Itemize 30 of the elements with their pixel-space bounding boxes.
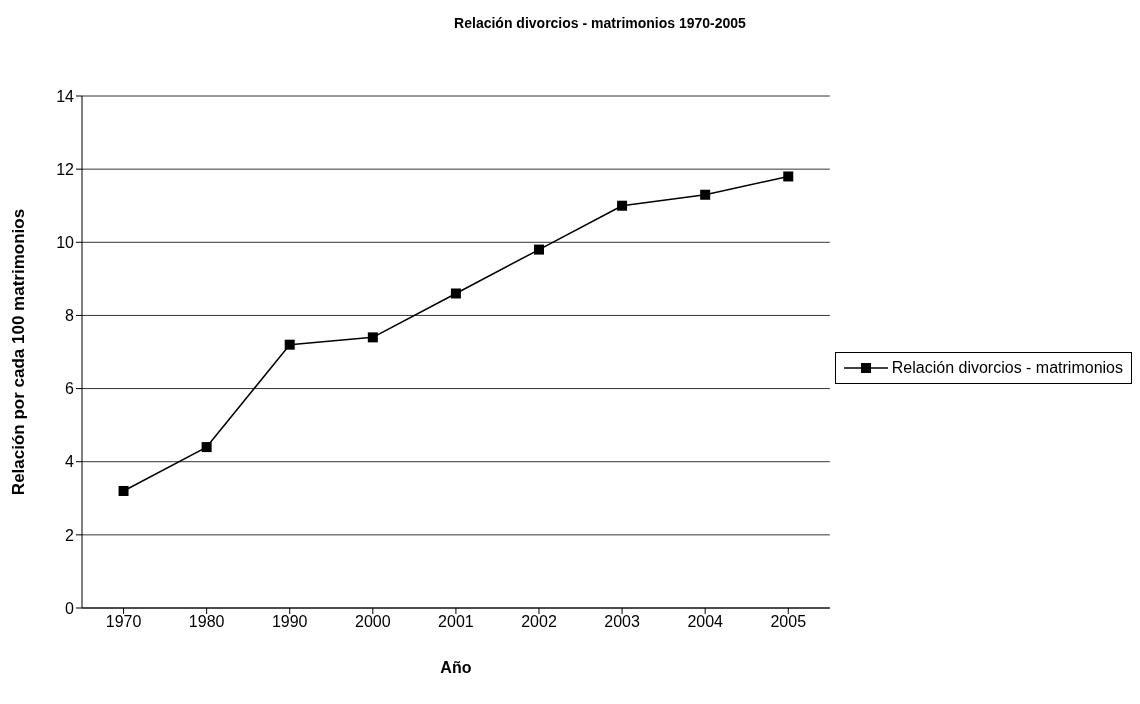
legend-label: Relación divorcios - matrimonios: [891, 359, 1123, 377]
x-tick-label: 1990: [271, 613, 308, 631]
x-tick-label: 1970: [105, 613, 142, 631]
point: [534, 244, 544, 255]
x-axis-title: Año: [440, 659, 472, 676]
y-tick-label: 8: [65, 307, 75, 325]
y-axis-title: Relación por cada 100 matrimonios: [9, 208, 29, 496]
y-tick-label: 12: [56, 160, 75, 178]
point: [617, 200, 628, 211]
point: [783, 171, 794, 182]
y-tick-label: 10: [56, 233, 75, 251]
y-tick-label: 4: [65, 453, 75, 471]
x-tick-label: 2004: [687, 613, 724, 631]
x-tick-label: 1980: [188, 613, 225, 631]
point: [201, 442, 212, 453]
y-tick-label: 0: [65, 599, 75, 617]
chart-title: Relación divorcios - matrimonios 1970-2005: [453, 14, 747, 33]
y-tick-label: 14: [56, 87, 75, 105]
point: [284, 339, 295, 350]
point: [450, 288, 461, 299]
y-tick-label: 6: [65, 380, 75, 398]
x-tick-label: 2003: [604, 613, 640, 631]
x-tick-label: 2000: [355, 613, 391, 631]
point: [700, 189, 711, 200]
y-tick-label: 2: [65, 526, 75, 544]
x-tick-label: 2002: [521, 613, 557, 631]
point: [367, 332, 378, 343]
x-tick-label: 2005: [770, 613, 807, 631]
x-tick-label: 2001: [438, 613, 474, 631]
point: [118, 485, 129, 496]
